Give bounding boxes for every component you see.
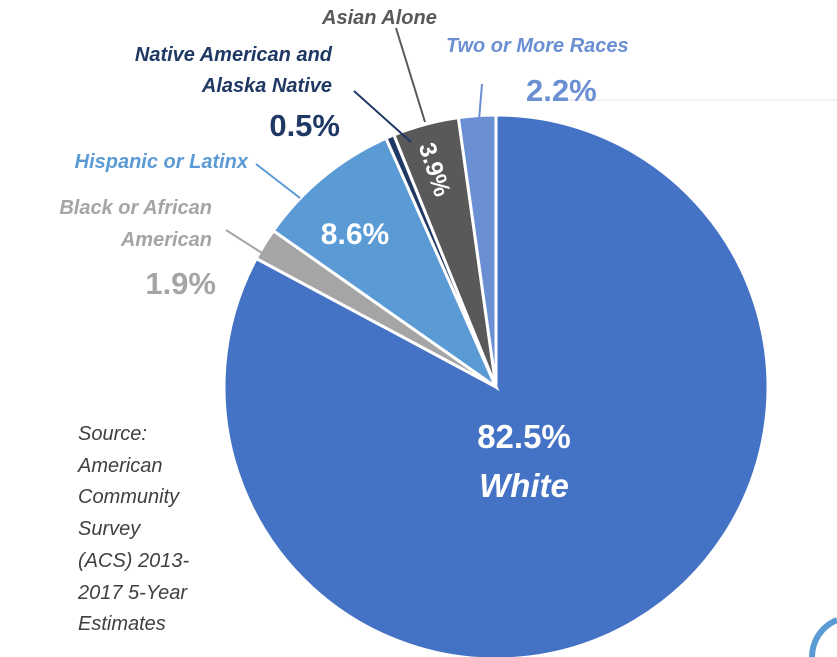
label-native-name-2: Alaska Native [201,75,332,97]
pie-slices [222,113,770,657]
leader-line-hispanic [255,163,301,199]
label-black-name-1: Black or African [59,197,212,219]
pie-slice-white [222,113,770,657]
label-hispanic-pct: 8.6% [321,218,389,251]
label-hispanic-name: Hispanic or Latinx [75,151,249,173]
label-native-name-1: Native American and [135,44,333,66]
label-black-name-2: American [120,229,212,251]
source-line: Community [78,486,180,508]
source-line: Estimates [78,613,166,635]
leader-line-two [478,83,483,121]
source-note: Source: American Community Survey (ACS) … [77,423,189,635]
label-native-pct: 0.5% [269,108,340,143]
corner-arc-decoration [809,617,837,657]
pie-slice-hispanic-or-latinx [271,136,500,392]
source-line: Survey [78,518,141,540]
source-line: 2017 5-Year [77,582,188,604]
leader-line-black [225,229,263,254]
label-two-pct: 2.2% [526,73,597,108]
leader-line-native [353,90,412,143]
source-line: American [77,455,162,477]
leader-lines [225,27,483,254]
pie-slice-two-or-more-races [456,113,498,388]
leader-line-asian [395,27,426,123]
label-white-pct: 82.5% [477,418,571,455]
label-white-name: White [479,467,569,504]
label-asian-name: Asian Alone [321,7,437,29]
source-line: (ACS) 2013- [78,550,189,572]
label-black-pct: 1.9% [145,266,216,301]
label-two-name: Two or More Races [446,35,629,57]
source-line: Source: [78,423,147,445]
